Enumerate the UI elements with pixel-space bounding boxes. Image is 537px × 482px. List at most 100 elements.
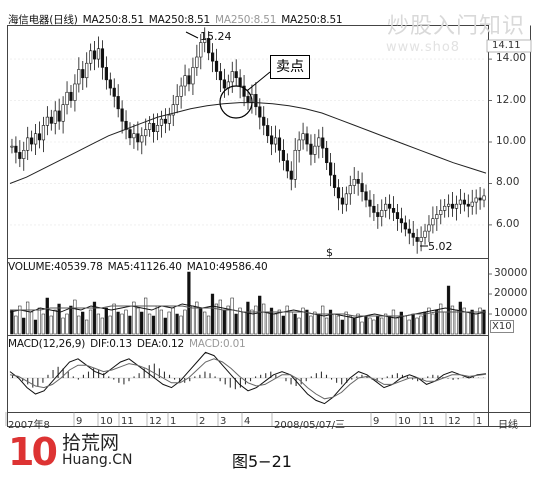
sell-point-circle xyxy=(219,85,253,119)
footer: 10 拾荒网 Huang.CN 图5−21 xyxy=(0,424,537,482)
price-candle xyxy=(96,48,101,60)
volume-bar xyxy=(301,307,305,335)
volume-bar xyxy=(73,299,77,335)
price-candle xyxy=(297,139,301,151)
price-candle xyxy=(368,199,372,207)
price-candle xyxy=(199,42,203,58)
volume-bar xyxy=(478,307,482,335)
volume-bar xyxy=(340,319,344,335)
volume-bar xyxy=(29,311,34,335)
dea-line xyxy=(9,358,487,400)
price-candle xyxy=(474,197,478,203)
volume-bar xyxy=(246,301,250,335)
price-candle xyxy=(148,123,152,130)
price-candle xyxy=(163,118,167,124)
volume-bar xyxy=(136,307,140,335)
price-tick-label: 6.00 xyxy=(496,217,520,230)
price-candle xyxy=(132,133,136,139)
macd-legend: MACD(12,26,9) DIF:0.13 DEA:0.12 MACD:0.01 xyxy=(8,338,251,350)
x-tick-label: 11 xyxy=(121,416,134,427)
x-tick-label: 12 xyxy=(149,416,162,427)
volume-bar xyxy=(293,313,297,335)
sell-pointer xyxy=(247,71,271,91)
price-candle xyxy=(167,114,171,124)
volume-bar xyxy=(112,303,116,335)
volume-bar xyxy=(411,313,415,335)
volume-bar xyxy=(147,313,152,335)
volume-bar xyxy=(230,297,234,335)
low-label: 5.02 xyxy=(428,240,453,253)
price-candle xyxy=(364,191,368,201)
volume-bar xyxy=(273,313,278,335)
price-candle xyxy=(230,71,234,83)
volume-bar xyxy=(364,315,368,335)
ma10-value: MA10:49586.40 xyxy=(186,261,268,273)
price-candle xyxy=(336,187,341,199)
price-candle xyxy=(159,118,164,126)
price-candle xyxy=(238,77,242,87)
volume-bar xyxy=(348,315,352,335)
volume-bar xyxy=(321,305,325,335)
price-candle xyxy=(262,116,266,126)
price-candle xyxy=(270,135,274,145)
price-candle xyxy=(321,137,325,149)
price-candle xyxy=(22,149,26,159)
price-candle xyxy=(33,133,38,145)
volume-bar xyxy=(37,307,42,335)
volume-bar xyxy=(380,317,384,335)
price-candle xyxy=(419,237,423,242)
price-candle xyxy=(61,104,65,122)
watermark: 炒股入门知识 xyxy=(386,14,525,39)
ma5-value: MA5:41126.40 xyxy=(107,261,182,273)
volume-bar xyxy=(144,297,148,335)
price-candle xyxy=(203,38,207,43)
price-candle xyxy=(234,71,238,79)
x-tick-label: 3 xyxy=(220,416,227,427)
price-candle xyxy=(246,96,250,103)
volume-bar xyxy=(100,317,104,335)
price-candle xyxy=(317,137,321,147)
dif-line xyxy=(9,351,487,405)
x-tick-label: 日线 xyxy=(498,420,518,431)
ma-label-4: MA250:8.51 xyxy=(281,14,343,26)
volume-bar xyxy=(423,311,427,335)
price-candle xyxy=(482,195,486,201)
price-candle xyxy=(187,75,191,85)
price-candle xyxy=(254,94,258,108)
price-candle xyxy=(210,52,215,62)
volume-tick-label: 20000 xyxy=(494,287,528,299)
volume-bar xyxy=(124,309,128,335)
price-tick-label: 10.00 xyxy=(496,135,527,147)
volume-bar xyxy=(120,313,124,335)
x-tick-label: 2 xyxy=(199,416,206,427)
volume-bar xyxy=(167,311,171,335)
price-candle xyxy=(348,185,352,195)
price-candle xyxy=(344,193,348,205)
price-candle xyxy=(49,116,53,124)
price-candle xyxy=(214,60,219,72)
volume-bar xyxy=(96,313,101,335)
price-candle xyxy=(57,110,61,122)
price-candle xyxy=(104,67,108,81)
price-candle xyxy=(289,170,293,180)
watermark-url: www.sho8 xyxy=(386,40,461,55)
volume-bar xyxy=(22,317,26,335)
volume-bar xyxy=(466,311,470,335)
price-candle xyxy=(128,129,132,139)
price-candle xyxy=(207,38,211,54)
volume-bar xyxy=(387,315,392,335)
brand-name-cn: 拾荒网 xyxy=(62,432,120,454)
volume-bar xyxy=(179,315,183,335)
price-candle xyxy=(45,116,49,126)
price-candle xyxy=(108,79,112,89)
volume-bar xyxy=(57,303,61,335)
price-candle xyxy=(116,96,120,110)
volume-bar xyxy=(419,315,423,335)
volume-bar xyxy=(140,311,144,335)
price-candle xyxy=(14,145,18,153)
price-candle xyxy=(266,125,270,137)
volume-bar xyxy=(61,317,65,335)
volume-legend: VOLUME:40539.78 MA5:41126.40 MA10:49586.40 xyxy=(8,261,272,273)
volume-bar xyxy=(199,307,203,335)
price-candle xyxy=(388,203,392,209)
